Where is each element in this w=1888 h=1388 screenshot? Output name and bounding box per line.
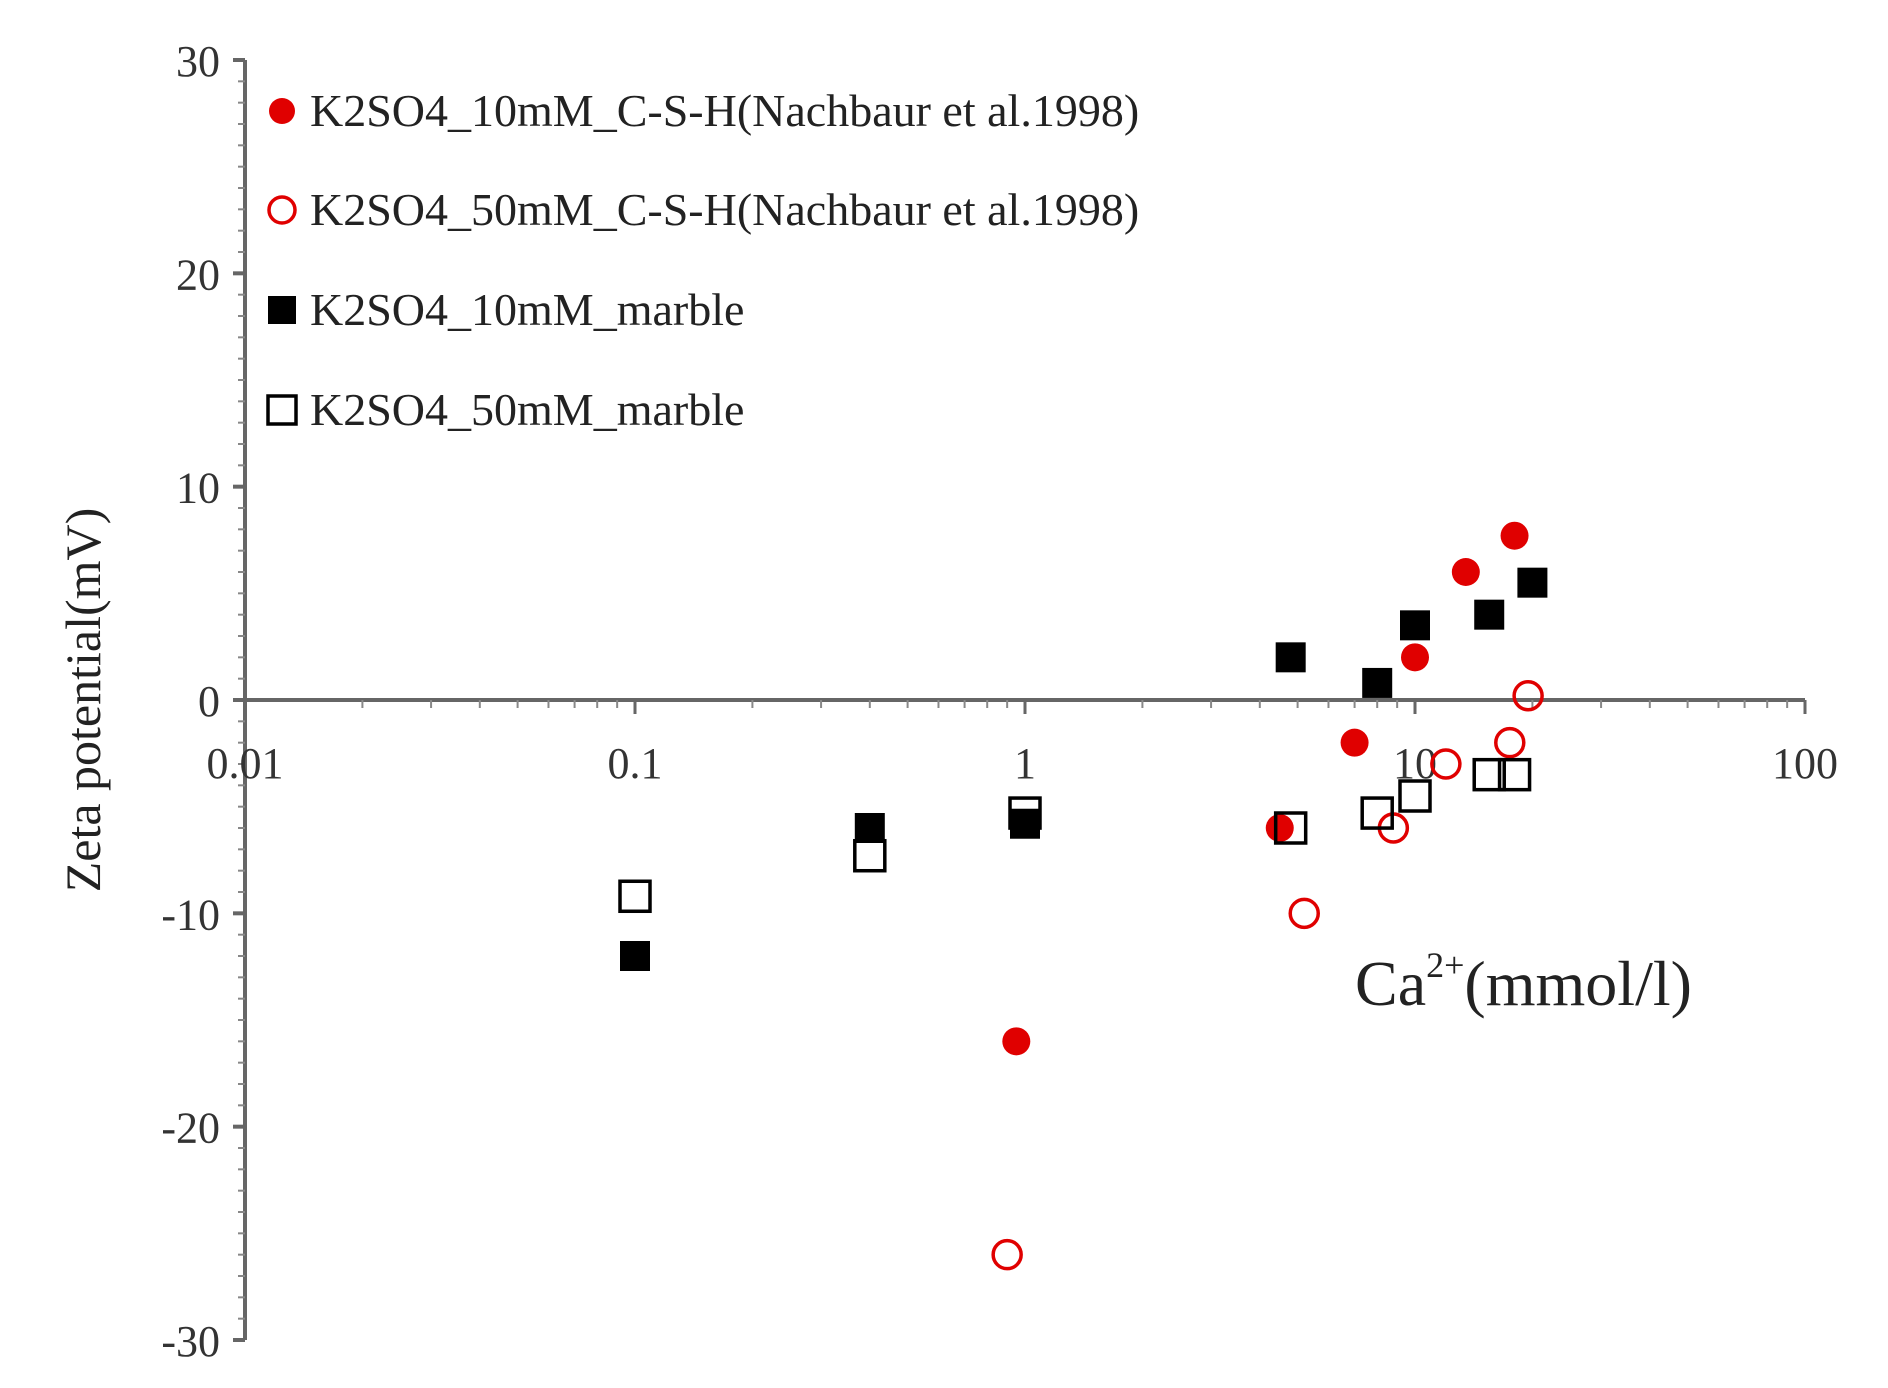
data-point-open-square — [1497, 757, 1532, 792]
data-point-open-square — [1360, 796, 1394, 830]
data-point-filled-circle — [1401, 643, 1429, 672]
data-point-open-circle — [1430, 748, 1462, 780]
data-point-open-circle — [991, 1238, 1023, 1271]
x-tick-label: 0.1 — [608, 739, 663, 788]
legend-label-2: K2SO4_50mM_C-S-H(Nachbaur et al.1998) — [310, 184, 1139, 235]
data-point-filled-square — [1517, 567, 1548, 598]
y-tick-label: -20 — [161, 1104, 220, 1153]
y-tick-label: 0 — [198, 677, 220, 726]
legend: K2SO4_10mM_C-S-H(Nachbaur et al.1998) K2… — [266, 85, 1139, 435]
x-axis-title-rest: (mmol/l) — [1464, 948, 1692, 1019]
data-point-filled-circle — [1340, 728, 1369, 757]
data-point-filled-square — [854, 813, 885, 843]
data-point-open-circle — [1288, 897, 1320, 930]
y-axis-title: Zeta potential(mV) — [55, 508, 111, 893]
data-point-filled-square — [1362, 667, 1393, 698]
series-1 — [1002, 521, 1529, 1056]
data-point-filled-circle — [1500, 521, 1529, 550]
series-4 — [618, 757, 1532, 914]
data-point-filled-circle — [1451, 558, 1480, 586]
data-point-open-circle — [1494, 726, 1526, 759]
x-tick-label: 100 — [1772, 739, 1838, 788]
data-point-open-square — [618, 879, 652, 914]
x-ticks: 0.01 0.1 1 10 100 — [207, 700, 1838, 788]
data-points — [618, 521, 1548, 1271]
y-ticks: 30 20 10 0 -10 -20 -30 — [161, 37, 245, 1366]
data-point-open-square — [1472, 757, 1506, 792]
y-tick-label: -30 — [161, 1317, 220, 1366]
data-point-open-square — [1398, 779, 1432, 813]
data-point-filled-square — [1400, 610, 1430, 641]
x-tick-label: 0.01 — [207, 739, 284, 788]
data-point-open-square — [853, 838, 887, 873]
legend-item-1: K2SO4_10mM_C-S-H(Nachbaur et al.1998) — [269, 85, 1139, 136]
legend-label-4: K2SO4_50mM_marble — [310, 384, 744, 435]
axes: 30 20 10 0 -10 -20 -30 0.01 0.1 1 10 100 — [161, 37, 1838, 1366]
legend-marker-2 — [267, 195, 297, 225]
data-point-filled-circle — [1265, 814, 1294, 842]
legend-item-3: K2SO4_10mM_marble — [268, 284, 744, 335]
y-tick-label: 10 — [176, 464, 220, 513]
series-3 — [620, 567, 1548, 971]
x-tick-label: 1 — [1014, 739, 1036, 788]
data-point-open-square — [1008, 796, 1042, 830]
legend-item-4: K2SO4_50mM_marble — [266, 384, 744, 435]
data-point-filled-square — [1474, 599, 1505, 630]
legend-marker-3 — [268, 296, 296, 324]
data-point-filled-circle — [1002, 1027, 1031, 1056]
data-point-open-circle — [1512, 679, 1544, 712]
x-axis-title: Ca2+(mmol/l) — [1355, 945, 1692, 1019]
y-tick-label: -10 — [161, 890, 220, 939]
data-point-filled-square — [1275, 642, 1306, 673]
x-axis-title-base: Ca — [1355, 948, 1426, 1019]
legend-label-3: K2SO4_10mM_marble — [310, 284, 744, 335]
legend-marker-4 — [266, 394, 298, 426]
data-point-filled-square — [620, 941, 650, 971]
data-point-filled-square — [1010, 808, 1040, 839]
legend-marker-1 — [269, 98, 295, 124]
x-axis-title-superscript: 2+ — [1426, 945, 1464, 985]
data-point-open-square — [1273, 811, 1308, 845]
y-tick-label: 20 — [176, 250, 220, 299]
legend-label-1: K2SO4_10mM_C-S-H(Nachbaur et al.1998) — [310, 85, 1139, 136]
legend-item-2: K2SO4_50mM_C-S-H(Nachbaur et al.1998) — [267, 184, 1139, 235]
y-tick-label: 30 — [176, 37, 220, 86]
